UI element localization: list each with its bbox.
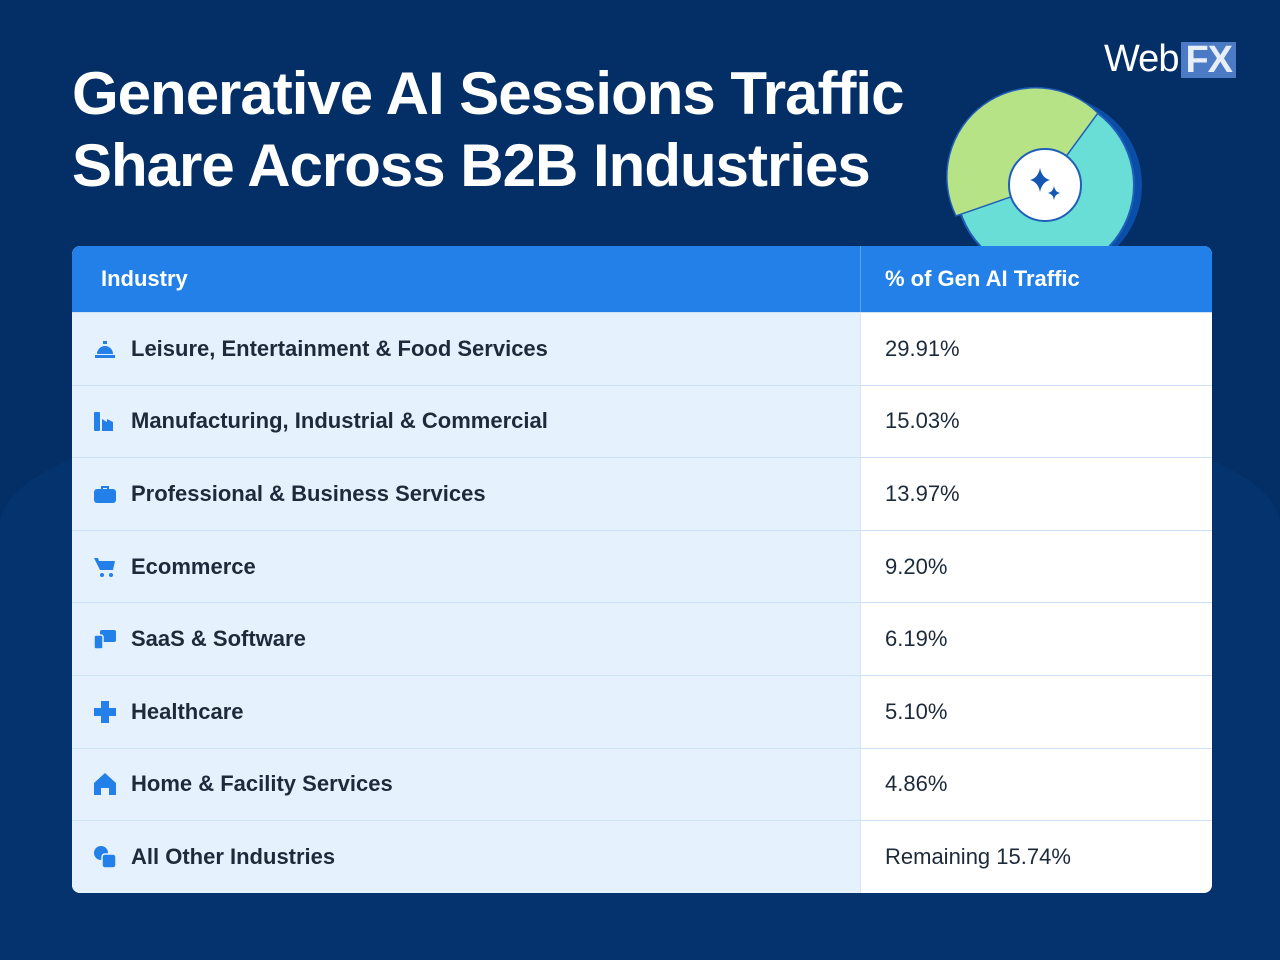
table-row: Ecommerce 9.20%	[72, 529, 1212, 603]
table-row: Home & Facility Services 4.86%	[72, 747, 1212, 821]
logo-text-fx: FX	[1181, 41, 1237, 79]
pie-illustration	[946, 86, 1142, 246]
industry-label: Home & Facility Services	[131, 771, 393, 797]
industry-cell: Professional & Business Services	[72, 458, 861, 530]
table-row: Manufacturing, Industrial & Commercial 15…	[72, 384, 1212, 458]
industry-cell: Leisure, Entertainment & Food Services	[72, 313, 861, 385]
industry-label: Ecommerce	[131, 553, 256, 579]
webfx-logo: Web FX	[1104, 38, 1237, 81]
devices-icon	[92, 626, 118, 652]
shapes-icon	[92, 844, 118, 870]
traffic-value: 4.86%	[885, 771, 948, 797]
industry-cell: Manufacturing, Industrial & Commercial	[72, 385, 861, 458]
industry-label: Leisure, Entertainment & Food Services	[131, 335, 548, 361]
shopping-cart-icon	[92, 554, 118, 580]
traffic-value: 6.19%	[885, 626, 948, 652]
page-title: Generative AI Sessions Traffic Share Acr…	[72, 60, 904, 199]
house-icon	[92, 771, 118, 797]
industry-cell: Healthcare	[72, 675, 861, 748]
table-row: Leisure, Entertainment & Food Services 29…	[72, 312, 1212, 385]
industry-label: All Other Industries	[131, 843, 336, 869]
service-bell-icon	[92, 336, 118, 362]
industry-cell: SaaS & Software	[72, 603, 861, 675]
industry-label: Manufacturing, Industrial & Commercial	[131, 408, 548, 434]
industry-table: Industry % of Gen AI Traffic Leisure, En…	[72, 246, 1212, 893]
briefcase-icon	[92, 481, 118, 507]
industry-cell: Home & Facility Services	[72, 748, 861, 821]
table-row: All Other Industries Remaining 15.74%	[72, 820, 1212, 893]
traffic-value: 9.20%	[885, 553, 948, 579]
traffic-value: Remaining 15.74%	[885, 843, 1071, 869]
industry-label: Professional & Business Services	[131, 480, 486, 506]
industry-cell: All Other Industries	[72, 821, 861, 893]
traffic-value: 13.97%	[885, 480, 960, 506]
table-body: Leisure, Entertainment & Food Services 29…	[72, 312, 1212, 893]
sparkle-icon	[1030, 168, 1060, 200]
industry-cell: Ecommerce	[72, 530, 861, 603]
traffic-value: 15.03%	[885, 408, 960, 434]
table-header: Industry % of Gen AI Traffic	[72, 246, 1212, 312]
medical-cross-icon	[92, 699, 118, 725]
column-header-traffic: % of Gen AI Traffic	[885, 266, 1080, 291]
factory-icon	[92, 408, 118, 434]
traffic-value: 5.10%	[885, 698, 948, 724]
table-row: Healthcare 5.10%	[72, 674, 1212, 748]
industry-label: SaaS & Software	[131, 626, 306, 652]
table-row: SaaS & Software 6.19%	[72, 602, 1212, 675]
industry-label: Healthcare	[131, 698, 244, 724]
table-row: Professional & Business Services 13.97%	[72, 457, 1212, 530]
column-header-industry: Industry	[72, 246, 861, 312]
logo-text-web: Web	[1104, 38, 1179, 80]
traffic-value: 29.91%	[885, 335, 960, 361]
